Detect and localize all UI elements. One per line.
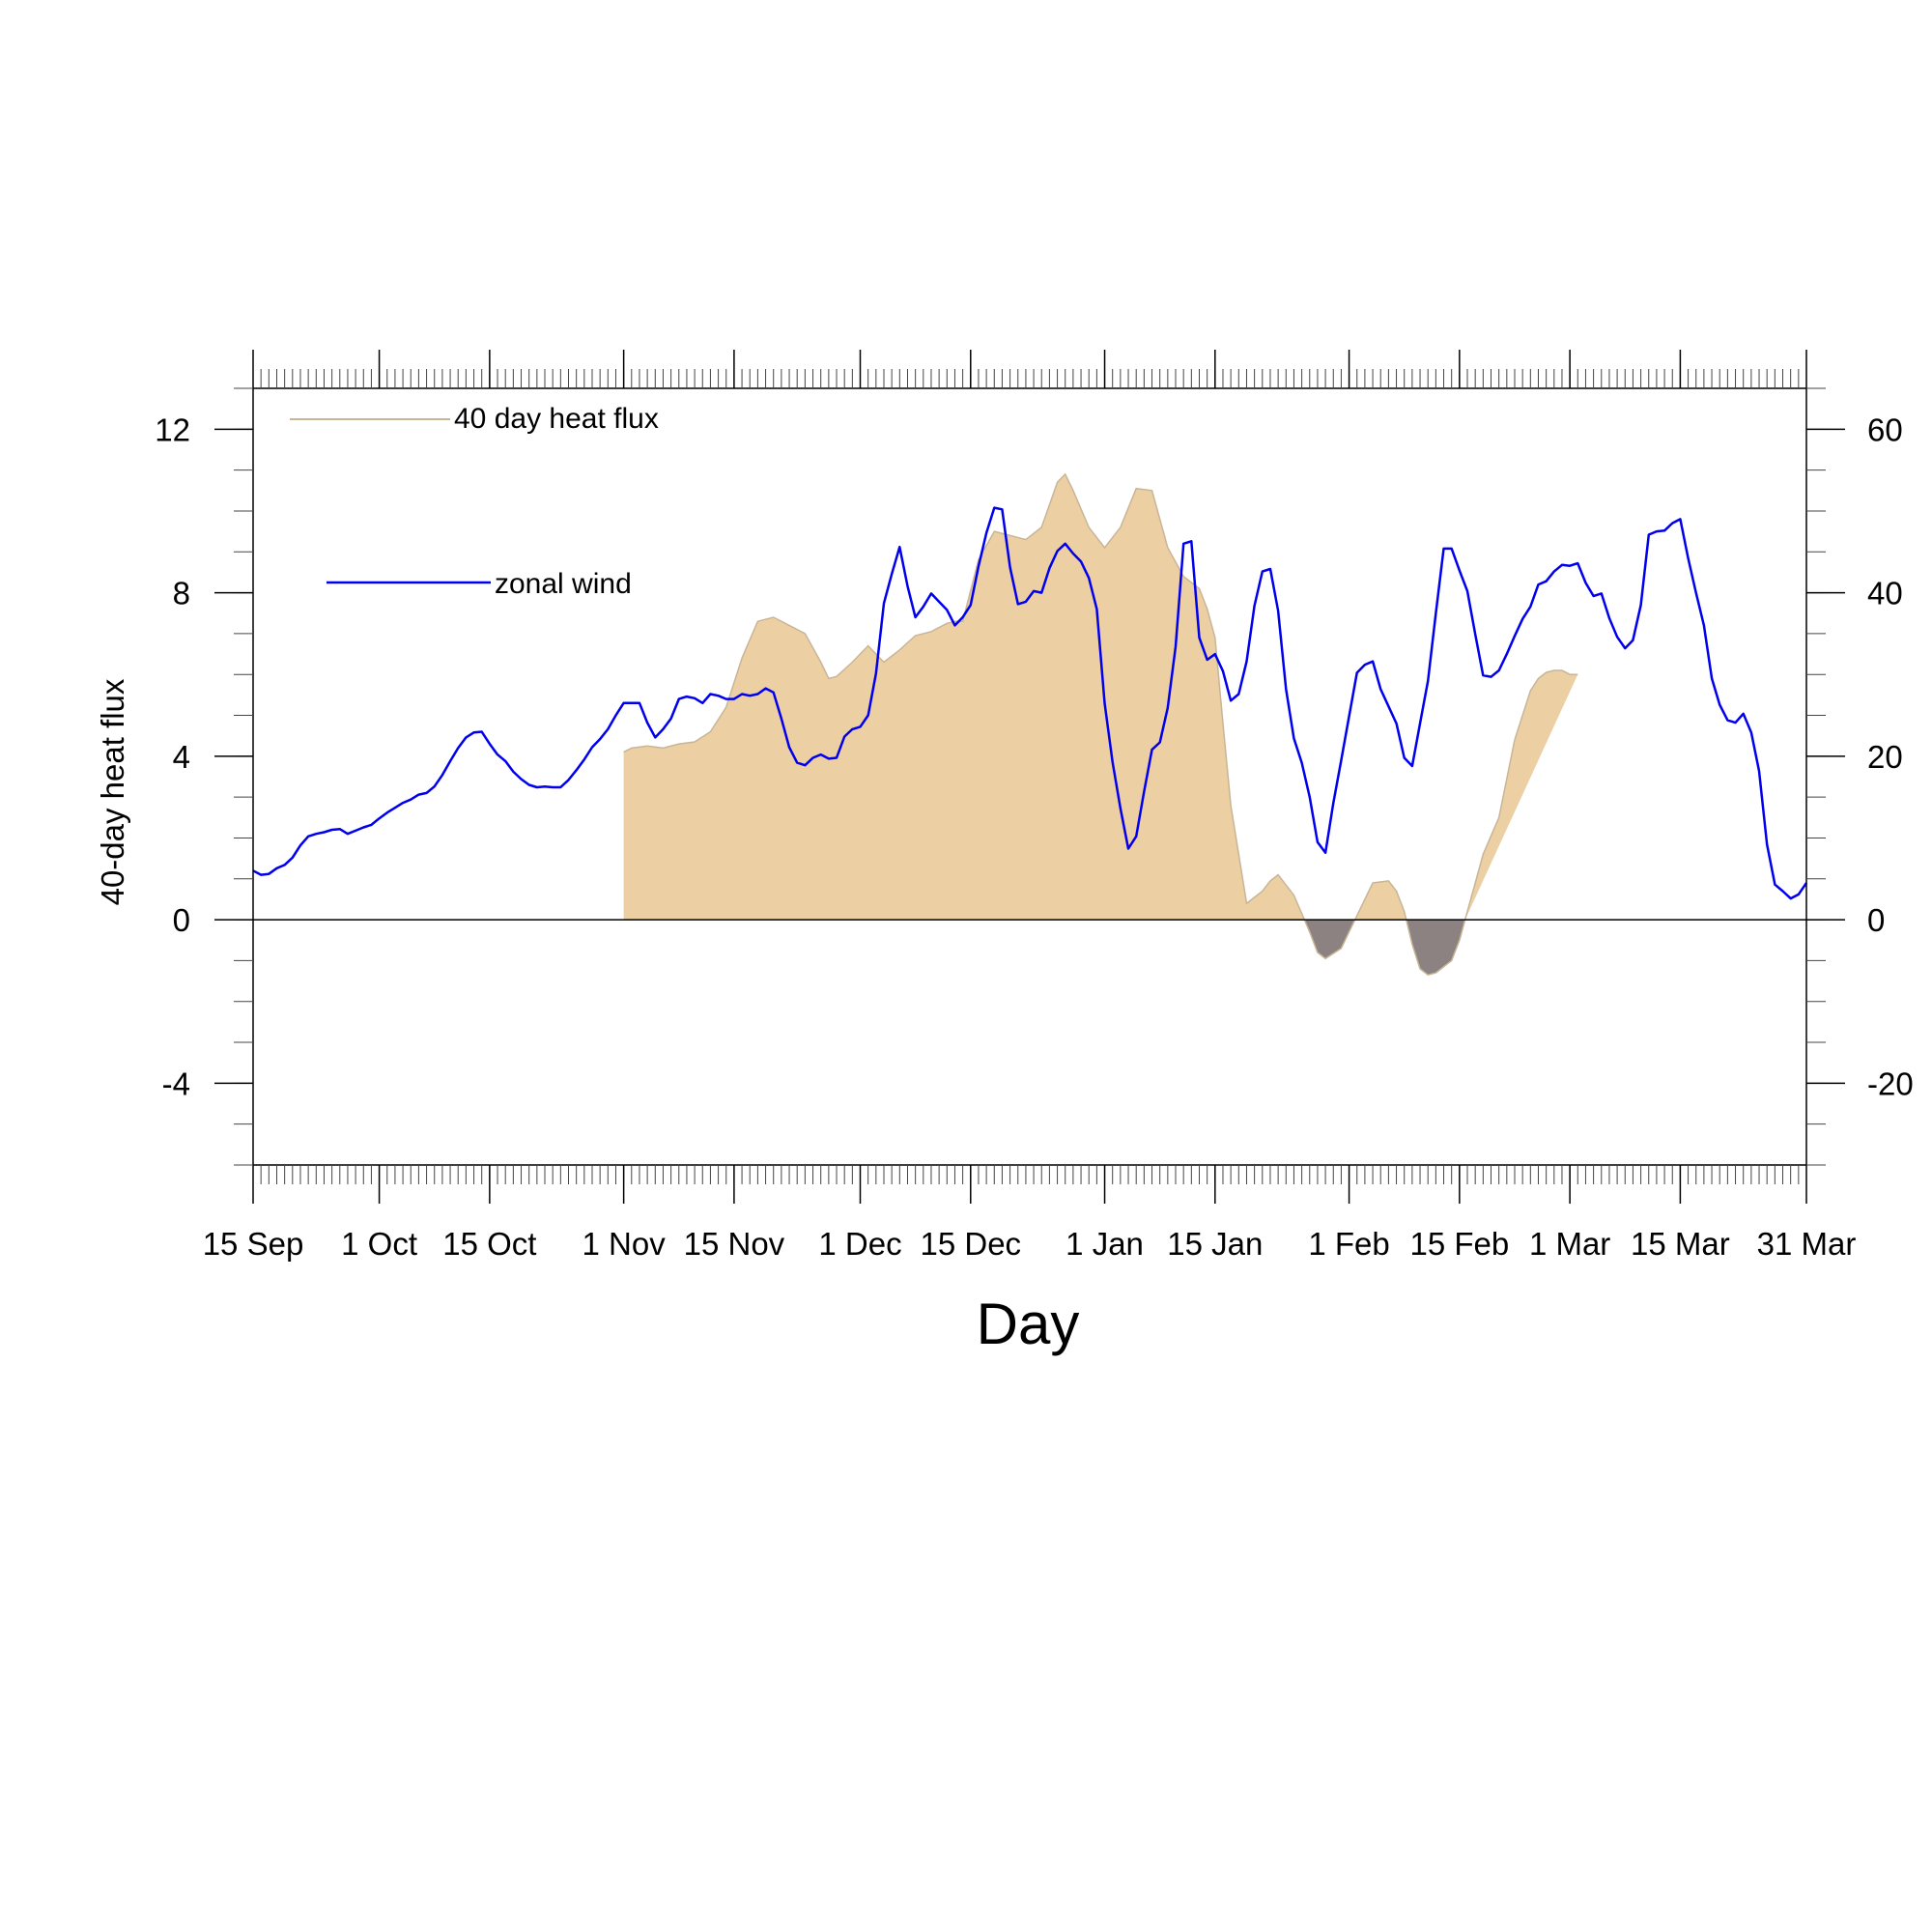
y-right-tick-label: 40 bbox=[1867, 576, 1903, 611]
y-right-tick-label: 0 bbox=[1867, 902, 1885, 938]
plot-frame bbox=[252, 387, 1807, 1166]
zonal-wind-series bbox=[252, 506, 1808, 900]
x-tick-label: 15 Oct bbox=[442, 1226, 536, 1262]
legend: 40 day heat flux zonal wind bbox=[290, 403, 659, 600]
y-axis-ticks: -4 0 4 8 12 -20 0 20 40 60 bbox=[155, 387, 1914, 1166]
x-tick-label: 1 Dec bbox=[818, 1226, 901, 1262]
x-tick-label: 15 Dec bbox=[921, 1226, 1022, 1262]
heat-flux-positive-area-0 bbox=[623, 473, 1305, 921]
y-left-tick-label: 12 bbox=[155, 412, 190, 447]
x-tick-label: 1 Jan bbox=[1065, 1226, 1144, 1262]
plot-border bbox=[252, 387, 1807, 1166]
heat-flux-positive-area-4 bbox=[1464, 670, 1578, 921]
heat-flux-negative-area-1 bbox=[1304, 920, 1355, 959]
x-tick-label: 1 Feb bbox=[1308, 1226, 1389, 1262]
x-tick-label: 1 Oct bbox=[341, 1226, 417, 1262]
y-left-tick-label: -4 bbox=[162, 1065, 190, 1101]
x-tick-label: 15 Sep bbox=[203, 1226, 304, 1262]
zonal-wind-line bbox=[252, 506, 1808, 900]
y-right-tick-label: -20 bbox=[1867, 1065, 1914, 1101]
y-right-tick-label: 60 bbox=[1867, 412, 1903, 447]
x-axis-title: Day bbox=[977, 1292, 1080, 1356]
x-tick-label: 1 Nov bbox=[582, 1226, 667, 1262]
y-left-tick-label: 4 bbox=[173, 739, 190, 775]
x-tick-label: 1 Mar bbox=[1529, 1226, 1610, 1262]
legend-label-heat-flux: 40 day heat flux bbox=[454, 403, 659, 435]
heat-flux-outline bbox=[623, 472, 1578, 977]
heat-flux-area bbox=[623, 472, 1578, 977]
legend-label-zonal-wind: zonal wind bbox=[495, 568, 632, 600]
x-tick-label: 15 Nov bbox=[684, 1226, 785, 1262]
y-left-tick-label: 0 bbox=[173, 902, 190, 938]
y-axis-title-left: 40-day heat flux bbox=[95, 678, 130, 905]
x-tick-label: 15 Feb bbox=[1409, 1226, 1509, 1262]
y-left-tick-label: 8 bbox=[173, 576, 190, 611]
x-tick-label: 15 Mar bbox=[1631, 1226, 1730, 1262]
x-tick-label: 31 Mar bbox=[1757, 1226, 1857, 1262]
heat-flux-positive-area-2 bbox=[1354, 880, 1406, 921]
x-axis-ticks: 15 Sep 1 Oct 15 Oct 1 Nov 15 Nov 1 Dec 15 Dec 1… bbox=[203, 350, 1857, 1262]
y-right-tick-label: 20 bbox=[1867, 739, 1903, 775]
x-tick-label: 15 Jan bbox=[1167, 1226, 1263, 1262]
